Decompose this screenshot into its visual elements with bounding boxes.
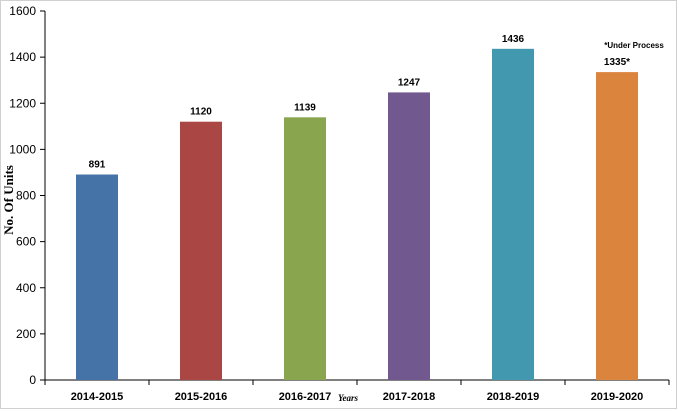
y-tick-label: 800 xyxy=(16,189,36,203)
y-axis-title: No. Of Units xyxy=(1,165,16,235)
data-label: 1247 xyxy=(398,77,421,88)
y-tick-label: 200 xyxy=(16,327,36,341)
x-axis-ticks xyxy=(44,380,670,385)
bar-2018-2019 xyxy=(492,48,534,380)
y-tick-label: 1400 xyxy=(9,50,36,64)
under-process-note: *Under Process xyxy=(604,41,664,50)
bar-2016-2017 xyxy=(284,117,326,381)
x-category-label: 2016-2017 xyxy=(279,391,332,403)
x-category-label: 2015-2016 xyxy=(175,391,228,403)
category-labels: 2014-2015 2015-2016 2016-2017 2017-2018 2018… xyxy=(71,391,644,403)
data-label: 1120 xyxy=(190,107,212,118)
y-tick-label: 1000 xyxy=(9,142,36,156)
x-axis-title: Years xyxy=(338,393,358,403)
x-category-label: 2017-2018 xyxy=(383,391,436,403)
y-tick-label: 0 xyxy=(29,373,36,387)
y-tick-label: 1200 xyxy=(9,96,36,110)
x-category-label: 2019-2020 xyxy=(591,391,644,403)
bar-2014-2015 xyxy=(76,174,118,380)
data-label: 1139 xyxy=(294,102,316,113)
y-axis-title-group: No. Of Units xyxy=(1,165,16,235)
y-tick-label: 600 xyxy=(16,235,36,249)
y-axis-ticks: 0 200 400 600 800 1000 1200 1400 1600 xyxy=(9,4,45,387)
data-label: 891 xyxy=(89,160,106,171)
bar-2017-2018 xyxy=(388,92,430,381)
y-tick-label: 400 xyxy=(16,281,36,295)
bar-series xyxy=(76,48,638,381)
data-label: 1436 xyxy=(502,34,525,45)
bar-2015-2016 xyxy=(180,121,222,380)
bar-2019-2020 xyxy=(596,72,638,380)
y-tick-label: 1600 xyxy=(9,4,36,18)
x-category-label: 2014-2015 xyxy=(71,391,124,403)
data-label: 1335* xyxy=(604,57,630,68)
x-category-label: 2018-2019 xyxy=(487,391,540,403)
data-labels: 891 1120 1139 1247 1436 1335* xyxy=(89,34,631,171)
